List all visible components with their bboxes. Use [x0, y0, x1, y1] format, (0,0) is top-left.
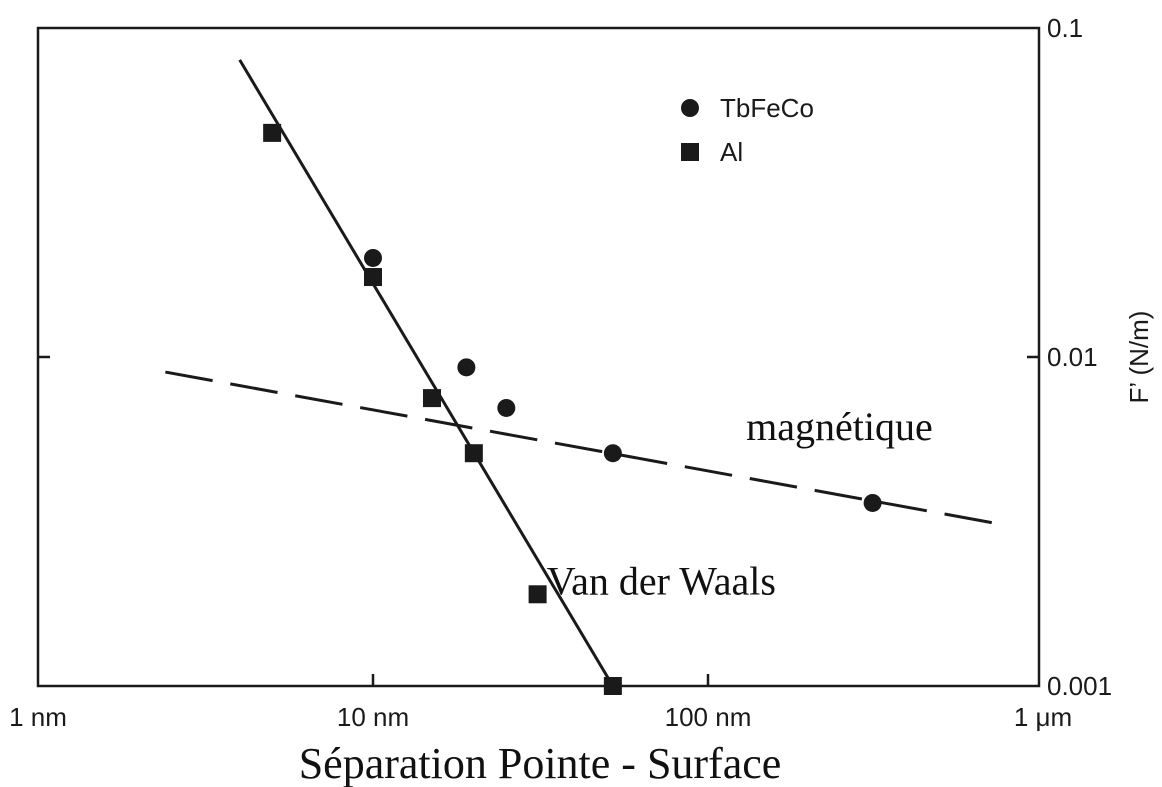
- point-al: [464, 444, 483, 463]
- x-tick-label: 1 nm: [9, 702, 67, 732]
- y-tick-label: 0.01: [1047, 342, 1098, 372]
- point-tbfeco: [457, 358, 476, 377]
- y-tick-label: 0.001: [1047, 671, 1112, 701]
- point-al: [528, 585, 547, 604]
- y-tick-label: 0.1: [1047, 13, 1083, 43]
- x-tick-label: 10 nm: [337, 702, 409, 732]
- x-tick-label: 100 nm: [665, 702, 752, 732]
- magnetic-fit-line: [165, 370, 1002, 526]
- y-axis-label: F’ (N/m): [1124, 311, 1154, 404]
- legend-marker-tbfeco: [681, 99, 699, 117]
- fit-lines: [165, 59, 1002, 687]
- annotation-label: Van der Waals: [547, 558, 776, 603]
- point-tbfeco: [863, 493, 882, 512]
- legend: TbFeCo Al: [681, 93, 814, 167]
- legend-label-al: Al: [720, 137, 743, 167]
- annotations: magnétique Van der Waals: [547, 404, 933, 603]
- legend-label-tbfeco: TbFeCo: [720, 93, 814, 123]
- point-tbfeco: [364, 248, 382, 267]
- x-tick-label: 1 μm: [1014, 702, 1072, 732]
- x-axis-label: Séparation Pointe - Surface: [299, 739, 782, 787]
- point-al: [364, 268, 382, 287]
- axis-ticks: 1 nm 10 nm 100 nm 1 μm 0.1 0.01 0.001: [9, 13, 1112, 732]
- van-der-waals-fit-line: [238, 59, 615, 687]
- legend-marker-al: [681, 143, 699, 161]
- point-al: [422, 389, 441, 408]
- point-tbfeco: [603, 444, 622, 463]
- data-points: [263, 123, 882, 695]
- point-al: [603, 677, 622, 695]
- annotation-label: magnétique: [746, 404, 933, 449]
- point-tbfeco: [497, 398, 516, 417]
- point-al: [263, 123, 282, 142]
